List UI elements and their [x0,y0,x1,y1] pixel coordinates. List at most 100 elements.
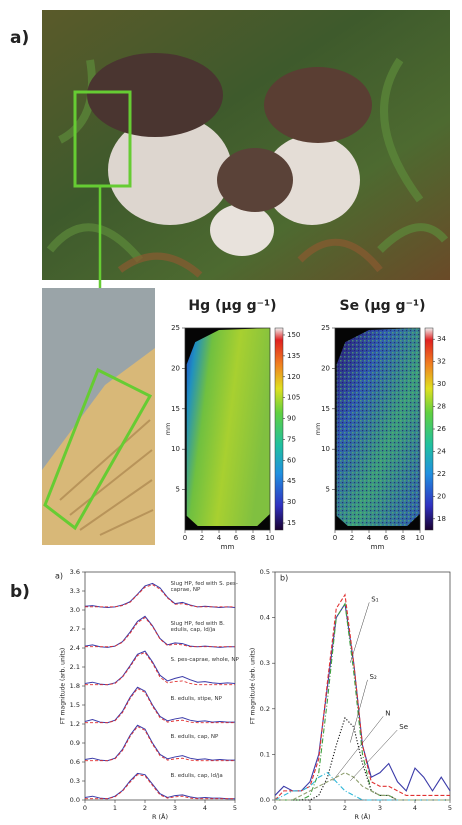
series-label-text: Slug HP, fed with S. pes-caprae, NP [170,581,238,594]
y-tick-label: 15 [171,405,180,413]
y-tick-label: 2.7 [70,625,80,633]
colorbar-tick-label: 34 [437,335,446,343]
colorbar-tick-label: 135 [287,352,300,360]
series-annotation: S₂ [370,673,377,681]
data-line [275,602,450,801]
y-tick-label: 1.2 [70,720,80,728]
fit-line [85,725,235,762]
x-tick-label: 0 [333,534,337,542]
colorbar-tick-label: 24 [437,447,446,455]
y-tick-label: 3.3 [70,587,80,595]
y-tick-label: 0.9 [70,739,80,747]
x-axis-label: mm [371,543,385,551]
colorbar-tick-label: 120 [287,373,300,381]
y-tick-label: 5 [176,486,180,494]
annotation-leader [350,679,368,743]
series-annotation: Se [399,723,408,731]
y-tick-label: 20 [171,364,180,372]
chart-panel-label: a) [55,572,63,581]
y-tick-label: 20 [321,364,330,372]
series-label-text: B. edulis, cap, NP [170,734,219,741]
series-label: B. edulis, stipe, NP [170,696,222,703]
plot-frame [334,327,421,531]
colorbar-tick-label: 18 [437,515,446,523]
x-tick-label: 5 [233,804,237,812]
colorbar [424,327,434,531]
x-tick-label: 6 [384,534,389,542]
fit-line [85,651,235,686]
series-label-text: S. pes-caprae, whole, NP [170,657,239,664]
y-tick-label: 0.0 [70,796,80,804]
annotation-leader [350,602,370,663]
fit-line [85,617,235,648]
gill-photo [42,288,155,545]
x-tick-label: 1 [308,804,312,812]
fit-line [85,774,235,800]
series-label: Slug HP, fed with B. edulis, cap, ld/ja [170,620,225,633]
colorbar [274,327,284,531]
y-tick-label: 0.3 [70,777,80,785]
y-tick-label: 0.0 [260,796,270,804]
y-tick-label: 2.1 [70,663,80,671]
map-title: Se (µg g⁻¹) [340,298,426,314]
x-tick-label: 2 [350,534,354,542]
y-tick-label: 15 [321,405,330,413]
x-tick-label: 4 [217,534,222,542]
panel-label: b) [10,582,30,602]
series-label-text: B. edulis, cap, ld/ja [170,772,223,779]
y-tick-label: 0.5 [260,568,270,576]
series-label-text: B. edulis, stipe, NP [170,696,222,703]
data-line [274,771,450,801]
x-axis-label: R (Å) [354,812,370,821]
series-label: Slug HP, fed with S. pes-caprae, NP [170,581,238,594]
plot-frame [184,327,271,531]
colorbar-tick-label: 45 [287,477,296,485]
y-tick-label: 3.0 [70,606,80,614]
chart-panel-label: b) [280,574,288,583]
y-axis-label: FT magnitude (arb. units) [60,648,67,724]
y-tick-label: 25 [321,324,330,332]
series-label-text: Slug HP, fed with B. edulis, cap, ld/ja [170,620,225,633]
panel-label: a) [10,28,29,48]
x-tick-label: 3 [378,804,382,812]
y-axis-label: mm [164,423,172,436]
series-label: B. edulis, cap, NP [170,734,219,741]
series-label: S. pes-caprae, whole, NP [170,657,239,664]
x-tick-label: 2 [200,534,204,542]
y-tick-label: 3.6 [70,568,80,576]
y-tick-label: 0.3 [260,659,270,667]
annotation-leader [332,716,384,782]
colorbar-tick-label: 26 [437,425,446,433]
colorbar-tick-label: 90 [287,415,296,423]
y-tick-label: 1.5 [70,701,80,709]
x-axis-label: R (Å) [152,812,168,821]
series-label: B. edulis, cap, ld/ja [170,772,223,779]
x-tick-label: 8 [401,534,405,542]
x-tick-label: 4 [413,804,417,812]
series-annotation: S₁ [371,595,378,603]
x-tick-label: 0 [273,804,277,812]
element-map [186,328,270,526]
data-line [275,716,450,801]
mushroom-photo [42,10,450,280]
x-tick-label: 4 [367,534,372,542]
colorbar-tick-label: 60 [287,456,296,464]
x-tick-label: 5 [448,804,452,812]
x-tick-label: 8 [251,534,255,542]
y-axis-label: FT magnitude (arb. units) [250,648,257,724]
annotation-leader [350,729,398,782]
x-tick-label: 10 [266,534,275,542]
y-tick-label: 0.2 [260,705,270,713]
y-tick-label: 0.1 [260,750,270,758]
colorbar-tick-label: 105 [287,394,300,402]
plot-frame [84,571,236,801]
data-line [274,602,451,796]
y-tick-label: 5 [326,486,330,494]
colorbar-tick-label: 150 [287,331,300,339]
x-tick-label: 0 [83,804,87,812]
x-tick-label: 0 [183,534,187,542]
fit-line [85,584,235,608]
x-axis-label: mm [221,543,235,551]
colorbar-tick-label: 30 [437,380,446,388]
y-tick-label: 25 [171,324,180,332]
